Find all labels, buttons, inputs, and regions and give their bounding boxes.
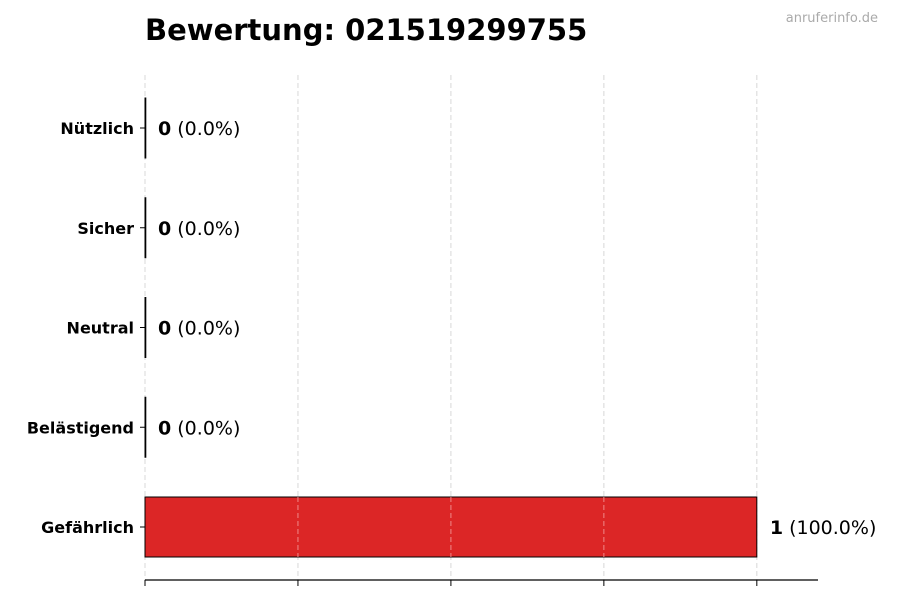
bar-2 xyxy=(144,297,147,358)
bar-1 xyxy=(144,197,147,259)
category-label: Belästigend xyxy=(27,418,134,437)
value-count: 0 xyxy=(158,218,171,240)
value-percent: (0.0%) xyxy=(171,218,240,240)
value-percent: (0.0%) xyxy=(171,417,240,439)
bar-0 xyxy=(144,97,147,159)
value-percent: (0.0%) xyxy=(171,118,240,140)
value-label: 0 (0.0%) xyxy=(158,417,240,439)
value-label: 0 (0.0%) xyxy=(158,318,240,340)
category-label: Neutral xyxy=(67,319,134,338)
value-count: 0 xyxy=(158,318,171,340)
value-label: 1 (100.0%) xyxy=(770,517,877,539)
value-count: 0 xyxy=(158,417,171,439)
value-count: 0 xyxy=(158,118,171,140)
category-label: Gefährlich xyxy=(41,518,134,537)
value-percent: (100.0%) xyxy=(783,517,876,539)
value-percent: (0.0%) xyxy=(171,318,240,340)
value-label: 0 (0.0%) xyxy=(158,218,240,240)
bar-3 xyxy=(144,396,147,458)
value-count: 1 xyxy=(770,517,783,539)
chart-title: Bewertung: 021519299755 xyxy=(145,13,587,47)
watermark: anruferinfo.de xyxy=(786,11,878,26)
category-label: Nützlich xyxy=(60,119,134,138)
value-label: 0 (0.0%) xyxy=(158,118,240,140)
category-label: Sicher xyxy=(77,219,134,238)
